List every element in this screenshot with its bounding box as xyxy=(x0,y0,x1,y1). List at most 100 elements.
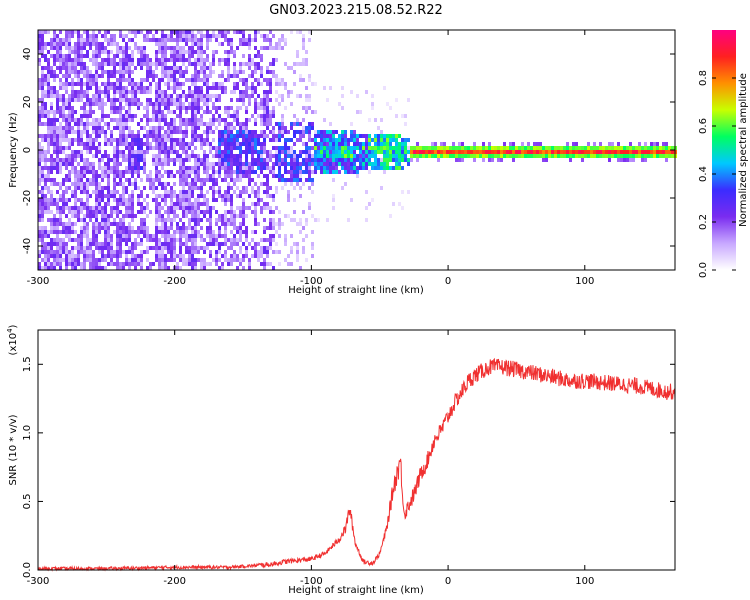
heat-cell xyxy=(89,166,92,170)
heat-cell xyxy=(47,158,50,162)
heat-cell xyxy=(629,146,632,150)
heat-cell xyxy=(113,106,116,110)
heat-cell xyxy=(143,210,146,214)
heat-cell xyxy=(548,150,551,154)
heat-cell xyxy=(86,178,89,182)
heat-cell xyxy=(203,202,206,206)
heat-cell xyxy=(347,146,350,150)
colorbar-label: Normalized spectral amplitude xyxy=(738,73,749,227)
heat-cell xyxy=(56,246,59,250)
heat-cell xyxy=(230,178,233,182)
heat-cell xyxy=(179,194,182,198)
x-tick-label: -100 xyxy=(300,576,323,587)
heat-cell xyxy=(278,178,281,182)
heat-cell xyxy=(203,94,206,98)
heat-cell xyxy=(98,162,101,166)
heat-cell xyxy=(74,62,77,66)
heat-cell xyxy=(344,138,347,142)
heat-cell xyxy=(467,154,470,158)
heat-cell xyxy=(92,34,95,38)
heat-cell xyxy=(131,170,134,174)
heat-cell xyxy=(212,146,215,150)
heat-cell xyxy=(89,150,92,154)
heat-cell xyxy=(62,42,65,46)
heat-cell xyxy=(113,254,116,258)
heat-cell xyxy=(239,94,242,98)
heat-cell xyxy=(173,50,176,54)
heat-cell xyxy=(56,202,59,206)
heat-cell xyxy=(269,118,272,122)
heat-cell xyxy=(80,34,83,38)
heat-cell xyxy=(338,154,341,158)
heat-cell xyxy=(350,162,353,166)
heat-cell xyxy=(104,134,107,138)
heat-cell xyxy=(185,182,188,186)
heat-cell xyxy=(47,206,50,210)
heat-cell xyxy=(62,238,65,242)
heat-cell xyxy=(263,162,266,166)
heat-cell xyxy=(311,154,314,158)
heat-cell xyxy=(275,58,278,62)
heat-cell xyxy=(77,82,80,86)
heat-cell xyxy=(143,126,146,130)
heat-cell xyxy=(392,166,395,170)
heat-cell xyxy=(227,62,230,66)
heat-cell xyxy=(155,54,158,58)
heat-cell xyxy=(164,182,167,186)
heat-cell xyxy=(200,118,203,122)
heat-cell xyxy=(86,142,89,146)
heat-cell xyxy=(125,142,128,146)
heat-cell xyxy=(131,38,134,42)
heat-cell xyxy=(68,170,71,174)
heat-cell xyxy=(194,134,197,138)
heat-cell xyxy=(89,194,92,198)
heat-cell xyxy=(50,102,53,106)
heat-cell xyxy=(644,158,647,162)
heat-cell xyxy=(131,162,134,166)
heat-cell xyxy=(128,78,131,82)
heat-cell xyxy=(269,242,272,246)
heat-cell xyxy=(71,194,74,198)
heat-cell xyxy=(242,150,245,154)
heat-cell xyxy=(524,146,527,150)
heat-cell xyxy=(71,206,74,210)
heat-cell xyxy=(191,178,194,182)
heat-cell xyxy=(80,50,83,54)
heat-cell xyxy=(44,246,47,250)
heat-cell xyxy=(473,150,476,154)
heat-cell xyxy=(290,158,293,162)
heat-cell xyxy=(473,158,476,162)
heat-cell xyxy=(179,226,182,230)
heat-cell xyxy=(263,150,266,154)
heat-cell xyxy=(44,110,47,114)
heat-cell xyxy=(290,218,293,222)
heat-cell xyxy=(146,206,149,210)
heat-cell xyxy=(602,150,605,154)
heat-cell xyxy=(65,138,68,142)
heat-cell xyxy=(71,106,74,110)
heat-cell xyxy=(83,94,86,98)
heat-cell xyxy=(119,70,122,74)
heat-cell xyxy=(38,198,41,202)
heat-cell xyxy=(200,234,203,238)
heat-cell xyxy=(158,50,161,54)
heat-cell xyxy=(191,218,194,222)
heat-cell xyxy=(242,254,245,258)
heat-cell xyxy=(110,82,113,86)
heat-cell xyxy=(254,138,257,142)
heat-cell xyxy=(200,90,203,94)
heat-cell xyxy=(98,198,101,202)
heat-cell xyxy=(179,234,182,238)
heat-cell xyxy=(194,98,197,102)
heat-cell xyxy=(215,178,218,182)
heat-cell xyxy=(179,82,182,86)
heat-cell xyxy=(47,174,50,178)
heat-cell xyxy=(71,86,74,90)
heat-cell xyxy=(41,94,44,98)
heat-cell xyxy=(284,138,287,142)
heat-cell xyxy=(194,94,197,98)
heat-cell xyxy=(245,230,248,234)
heat-cell xyxy=(380,134,383,138)
heat-cell xyxy=(38,42,41,46)
heat-cell xyxy=(62,134,65,138)
